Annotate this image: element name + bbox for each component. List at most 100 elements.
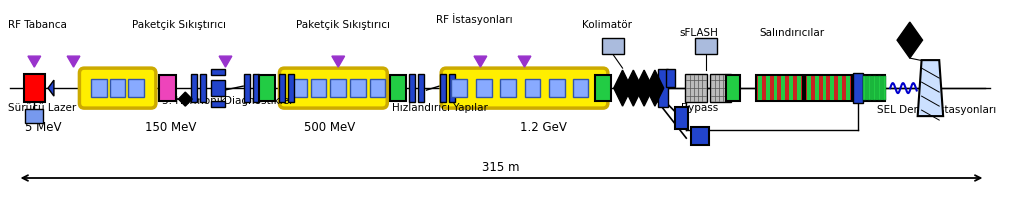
Bar [244, 74, 250, 102]
FancyBboxPatch shape [279, 68, 388, 108]
Bar [409, 74, 414, 102]
Polygon shape [624, 88, 642, 106]
Bar [595, 75, 611, 101]
Bar [253, 74, 259, 102]
Text: Kolimatör: Kolimatör [582, 20, 632, 30]
Bar [773, 76, 777, 100]
Bar [869, 76, 872, 100]
Polygon shape [624, 70, 642, 88]
Polygon shape [614, 70, 631, 88]
Bar [807, 76, 811, 100]
Bar [330, 79, 346, 97]
Bar [440, 74, 446, 102]
Polygon shape [28, 56, 41, 67]
Bar [288, 74, 295, 102]
Polygon shape [635, 88, 653, 106]
Bar [24, 74, 45, 102]
Text: sFLASH: sFLASH [679, 28, 718, 38]
FancyBboxPatch shape [441, 68, 608, 108]
Bar [91, 79, 106, 97]
Text: 315 m: 315 m [482, 161, 520, 174]
Bar [26, 109, 43, 123]
Bar [692, 127, 709, 145]
Bar [873, 76, 876, 100]
Text: Diagnostikler: Diagnostikler [224, 96, 293, 106]
Bar [831, 76, 835, 100]
Text: SEL Deney İstasyonları: SEL Deney İstasyonları [878, 103, 996, 115]
Text: RF İstasyonları: RF İstasyonları [436, 13, 513, 25]
Bar [259, 75, 274, 101]
Text: Salındırıcılar: Salındırıcılar [760, 28, 825, 38]
Text: 3. Harmonik: 3. Harmonik [162, 96, 226, 106]
Polygon shape [48, 80, 54, 96]
Bar [549, 79, 565, 97]
Bar [863, 75, 885, 101]
Bar [805, 75, 852, 101]
Text: 500 MeV: 500 MeV [304, 121, 355, 134]
Bar [838, 76, 842, 100]
Polygon shape [518, 56, 531, 67]
Text: 1.2 GeV: 1.2 GeV [520, 121, 567, 134]
Polygon shape [897, 22, 923, 58]
Bar [525, 79, 540, 97]
Bar [797, 76, 801, 100]
Polygon shape [614, 88, 631, 106]
Text: Paketçik Sıkıştırıcı: Paketçik Sıkıştırıcı [132, 20, 226, 30]
Bar [822, 76, 827, 100]
Bar [500, 79, 516, 97]
Bar [789, 76, 793, 100]
Bar [782, 76, 786, 100]
Bar [477, 79, 492, 97]
Bar [449, 74, 455, 102]
Text: 5 MeV: 5 MeV [25, 121, 61, 134]
Polygon shape [68, 56, 80, 67]
Polygon shape [635, 70, 653, 88]
Bar [369, 79, 386, 97]
Bar [311, 79, 326, 97]
Bar [211, 101, 224, 107]
Bar [129, 79, 144, 97]
Bar [211, 69, 224, 75]
Bar [878, 76, 881, 100]
Bar [710, 74, 731, 102]
Polygon shape [331, 56, 345, 67]
Bar [417, 74, 424, 102]
Polygon shape [178, 92, 192, 106]
Bar [666, 69, 675, 87]
Text: 150 MeV: 150 MeV [145, 121, 196, 134]
Polygon shape [219, 56, 232, 67]
Bar [765, 76, 769, 100]
Bar [390, 75, 406, 101]
Bar [685, 74, 707, 102]
Bar [211, 80, 224, 96]
Bar [658, 69, 668, 107]
Bar [191, 74, 197, 102]
Polygon shape [474, 56, 487, 67]
Bar [109, 79, 126, 97]
Bar [883, 76, 886, 100]
FancyBboxPatch shape [80, 68, 155, 108]
Bar [602, 38, 624, 54]
Text: Paketçik Sıkıştırıcı: Paketçik Sıkıştırıcı [296, 20, 390, 30]
Text: RF Tabanca: RF Tabanca [8, 20, 66, 30]
Bar [159, 75, 177, 101]
Bar [853, 73, 862, 103]
Bar [756, 75, 803, 101]
Polygon shape [647, 70, 664, 88]
Polygon shape [918, 60, 943, 116]
Bar [726, 75, 741, 101]
Text: Sürücü Lazer: Sürücü Lazer [8, 103, 76, 113]
Bar [674, 107, 688, 129]
Bar [758, 76, 762, 100]
Polygon shape [647, 88, 664, 106]
Bar [451, 79, 466, 97]
Bar [292, 79, 307, 97]
Bar [695, 38, 717, 54]
Bar [863, 76, 866, 100]
Bar [350, 79, 365, 97]
Bar [573, 79, 588, 97]
Bar [814, 76, 818, 100]
Text: Hızlandırıcı Yapılar: Hızlandırıcı Yapılar [392, 103, 488, 113]
Bar [279, 74, 285, 102]
Text: Bypass: Bypass [681, 103, 718, 113]
